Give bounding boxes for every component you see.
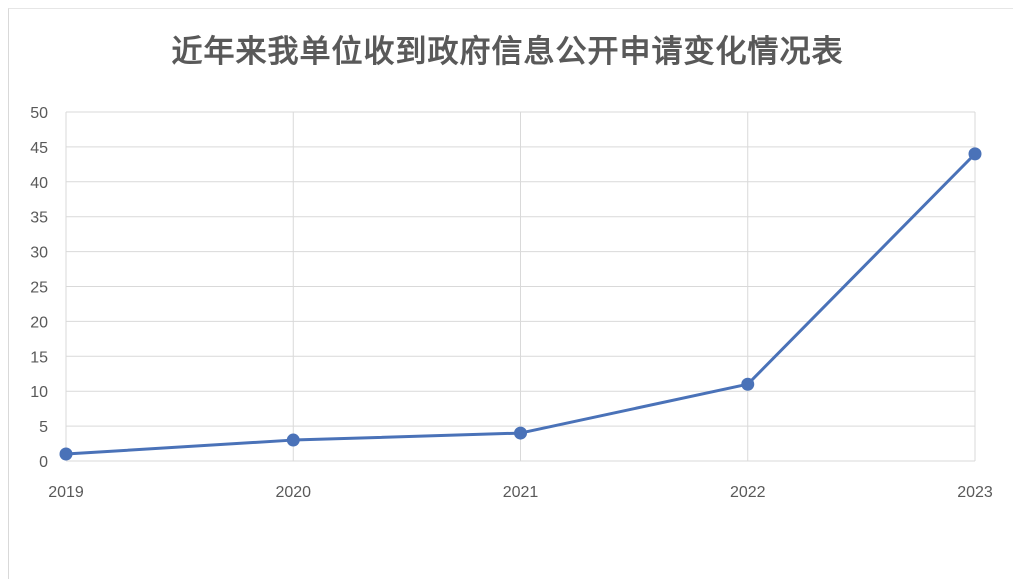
series — [59, 147, 982, 461]
y-tick-label: 35 — [30, 210, 48, 227]
x-tick-label: 2020 — [275, 484, 311, 501]
chart-frame — [8, 8, 1013, 579]
y-tick-label: 10 — [30, 384, 48, 401]
grid-lines — [65, 111, 976, 462]
data-point-2021 — [514, 426, 527, 440]
data-point-2020 — [286, 433, 300, 447]
y-axis-ticks: 0 5 10 15 20 25 30 35 40 45 50 — [30, 105, 48, 471]
x-tick-label: 2023 — [957, 484, 993, 501]
data-point-2023 — [968, 147, 982, 161]
y-tick-label: 45 — [30, 140, 48, 157]
y-tick-label: 0 — [39, 454, 48, 471]
y-tick-label: 20 — [30, 314, 48, 331]
y-tick-label: 40 — [30, 175, 48, 192]
data-point-2019 — [59, 447, 73, 461]
x-tick-label: 2021 — [503, 484, 539, 501]
x-tick-label: 2019 — [48, 484, 84, 501]
y-tick-label: 5 — [39, 419, 48, 436]
y-tick-label: 30 — [30, 245, 48, 262]
x-tick-label: 2022 — [730, 484, 766, 501]
x-axis-ticks: 2019 2020 2021 2022 2023 — [48, 484, 993, 501]
chart-title: 近年来我单位收到政府信息公开申请变化情况表 — [171, 34, 844, 70]
y-tick-label: 25 — [30, 280, 48, 297]
data-point-2022 — [741, 377, 755, 391]
y-tick-label: 50 — [30, 105, 48, 122]
y-tick-label: 15 — [30, 349, 48, 366]
